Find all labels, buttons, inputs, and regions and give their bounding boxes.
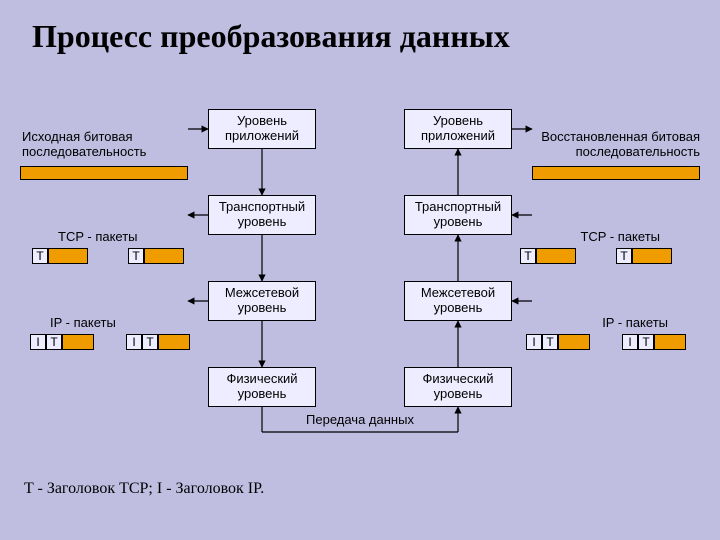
cell-cL-IT2: T: [142, 334, 158, 350]
label-transfer: Передача данных: [260, 413, 460, 428]
layer-box-L4: Физическийуровень: [208, 367, 316, 407]
page-title: Процесс преобразования данных: [32, 18, 510, 55]
footnote: T - Заголовок TCP; I - Заголовок IP.: [24, 480, 264, 498]
cell-cL-T2: T: [128, 248, 144, 264]
cell-cR-T1: T: [520, 248, 536, 264]
cell-cR-I2: I: [622, 334, 638, 350]
label-ip-left: IP - пакеты: [50, 316, 116, 331]
cell-cR-T2: T: [616, 248, 632, 264]
orange-obr-i2: [654, 334, 686, 350]
orange-obl-i1: [62, 334, 94, 350]
orange-obr-i1: [558, 334, 590, 350]
cell-cR-I1: I: [526, 334, 542, 350]
orange-obr-t2: [632, 248, 672, 264]
cell-cL-I2: I: [126, 334, 142, 350]
label-src-bits: Исходная битоваяпоследовательность: [22, 130, 146, 160]
layer-box-L3: Межсетевойуровень: [208, 281, 316, 321]
orange-obl-t1: [48, 248, 88, 264]
layer-box-L1: Уровеньприложений: [208, 109, 316, 149]
orange-obl-i2: [158, 334, 190, 350]
orange-obr-t1: [536, 248, 576, 264]
cell-cR-IT1: T: [542, 334, 558, 350]
layer-box-L2: Транспортныйуровень: [208, 195, 316, 235]
label-tcp-left: TCP - пакеты: [58, 230, 138, 245]
layer-box-R4: Физическийуровень: [404, 367, 512, 407]
orange-obr-top: [532, 166, 700, 180]
arrows-layer: [0, 0, 720, 540]
label-rest-bits: Восстановленная битоваяпоследовательност…: [541, 130, 700, 160]
cell-cL-IT1: T: [46, 334, 62, 350]
layer-box-R1: Уровеньприложений: [404, 109, 512, 149]
layer-box-R3: Межсетевойуровень: [404, 281, 512, 321]
orange-obl-top: [20, 166, 188, 180]
cell-cL-I1: I: [30, 334, 46, 350]
label-ip-right: IP - пакеты: [602, 316, 668, 331]
layer-box-R2: Транспортныйуровень: [404, 195, 512, 235]
cell-cL-T1: T: [32, 248, 48, 264]
orange-obl-t2: [144, 248, 184, 264]
cell-cR-IT2: T: [638, 334, 654, 350]
label-tcp-right: TCP - пакеты: [580, 230, 660, 245]
